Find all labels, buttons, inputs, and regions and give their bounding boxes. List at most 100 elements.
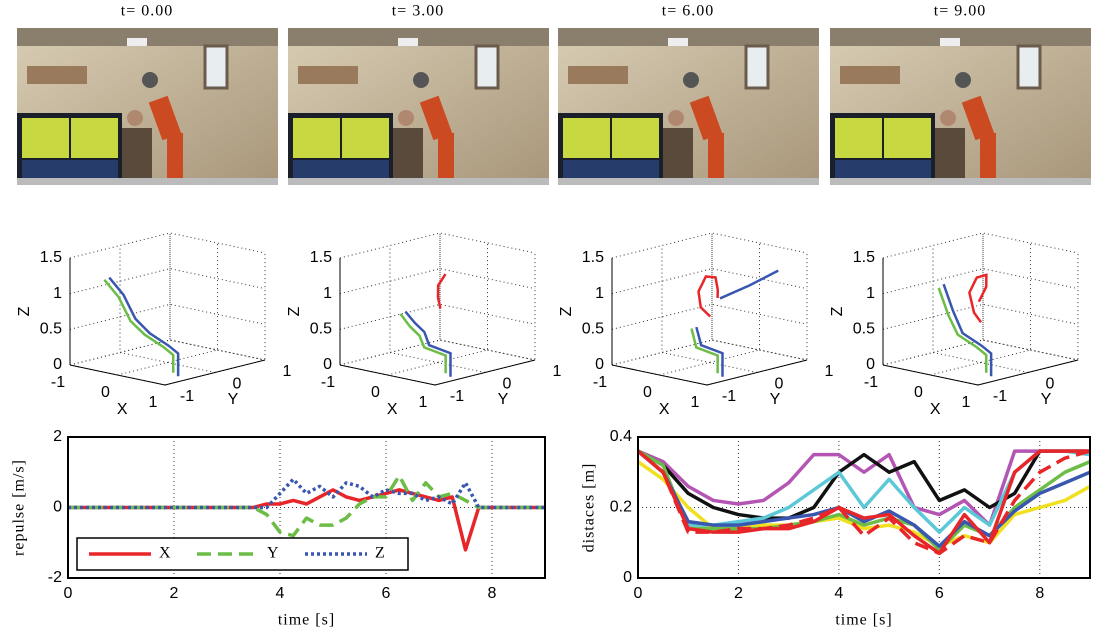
y-tick-label: 0 <box>53 499 62 516</box>
y-tick-label: 0.4 <box>610 428 632 445</box>
z-tick-label: 1 <box>595 285 604 302</box>
grid-line <box>982 233 1079 361</box>
frame-title: t= 3.00 <box>392 3 444 20</box>
x-tick-label: 0 <box>914 384 923 401</box>
x-tick-label: 0 <box>64 585 73 602</box>
video-frame <box>15 26 280 187</box>
x-axis-label: X <box>117 401 128 418</box>
z-tick-label: 0 <box>53 356 62 373</box>
z-axis-label: Z <box>829 306 846 316</box>
x-axis-label: time [s] <box>278 612 335 629</box>
z-tick-label: 0 <box>323 356 332 373</box>
y-tick-label: 0.2 <box>610 499 632 516</box>
x-tick-label: 6 <box>935 585 944 602</box>
legend: X Y Z <box>76 537 409 571</box>
axis-line <box>706 359 808 386</box>
x-tick-label: 2 <box>734 585 743 602</box>
x-axis-label: X <box>387 401 398 418</box>
z-tick-label: 1.5 <box>853 249 875 266</box>
y-tick-label: 0 <box>1046 376 1055 393</box>
robot-link-line <box>108 276 180 377</box>
robot-link-line <box>719 269 779 300</box>
z-tick-label: 0.5 <box>853 321 875 338</box>
line-chart: 0 2 4 6 8 0 0.2 0.4 time [s] distaces [m] <box>581 428 1091 629</box>
grid-line <box>882 303 1079 330</box>
grid-line <box>339 303 536 330</box>
z-axis-label: Z <box>286 306 303 316</box>
x-tick-label: 6 <box>382 585 391 602</box>
data-line <box>638 449 1090 527</box>
x-tick-label: 8 <box>1035 585 1044 602</box>
data-line <box>68 477 545 510</box>
x-tick-label: 1 <box>691 394 700 411</box>
video-frame <box>556 26 821 187</box>
data-line <box>638 449 1090 520</box>
y-axis-label: repulse [m/s] <box>11 459 28 556</box>
video-frame <box>286 26 551 187</box>
robot-link-line <box>404 310 452 377</box>
x-tick-label: 4 <box>276 585 285 602</box>
x-axis-label: X <box>930 401 941 418</box>
robot-link-line <box>697 275 720 318</box>
x-tick-label: -1 <box>321 374 335 391</box>
x-tick-label: 2 <box>170 585 179 602</box>
grid-line <box>69 258 166 386</box>
z-tick-label: 1 <box>53 285 62 302</box>
z-tick-label: 0.5 <box>310 321 332 338</box>
grid-line <box>69 268 266 295</box>
x-tick-label: -1 <box>593 374 607 391</box>
z-tick-label: 1.5 <box>310 249 332 266</box>
axis-line <box>339 364 436 386</box>
data-line <box>68 474 545 538</box>
y-tick-label: -1 <box>722 388 736 405</box>
frame-title: t= 9.00 <box>934 3 986 20</box>
legend-label: X <box>159 545 172 562</box>
y-tick-label: 1 <box>825 363 834 380</box>
robot-link-line <box>436 273 447 309</box>
axis-line <box>434 359 536 386</box>
y-tick-label: 0 <box>623 569 632 586</box>
x-axis-label: time [s] <box>835 612 892 629</box>
axis-line <box>611 364 708 386</box>
y-tick-label: -1 <box>993 388 1007 405</box>
grid-line <box>119 245 216 373</box>
grid-line <box>69 303 266 330</box>
grid-line <box>169 233 266 361</box>
y-axis-label: Y <box>228 391 239 408</box>
z-tick-label: 1 <box>866 285 875 302</box>
photo-row: t= 0.00 t= 3.00 t= 6.00 t= 9.00 <box>15 3 1093 187</box>
x-tick-label: 0 <box>643 384 652 401</box>
grid-line <box>611 258 708 386</box>
grid-line <box>977 253 1079 386</box>
axis-line <box>164 359 266 386</box>
y-tick-label: -2 <box>48 569 62 586</box>
data-line <box>638 449 1090 552</box>
data-line <box>638 449 1090 556</box>
y-axis-label: Y <box>498 391 509 408</box>
x-axis-label: X <box>659 401 670 418</box>
axis-line <box>882 364 979 386</box>
grid-line <box>882 268 1079 295</box>
y-tick-label: 1 <box>283 363 292 380</box>
x-tick-label: 4 <box>834 585 843 602</box>
z-tick-label: 0 <box>595 356 604 373</box>
x-tick-label: 0 <box>634 585 643 602</box>
x-tick-label: 1 <box>149 394 158 411</box>
z-tick-label: 1 <box>323 285 332 302</box>
robot-link-line <box>399 313 447 374</box>
grid-line <box>661 245 758 373</box>
z-axis-label: Z <box>558 306 575 316</box>
data-line <box>638 449 1090 556</box>
grid-line <box>882 258 979 386</box>
x-tick-label: 1 <box>962 394 971 411</box>
x-tick-label: -1 <box>51 374 65 391</box>
grid-line <box>339 232 536 259</box>
grid-line <box>932 245 1029 373</box>
legend-label: Y <box>267 545 280 562</box>
